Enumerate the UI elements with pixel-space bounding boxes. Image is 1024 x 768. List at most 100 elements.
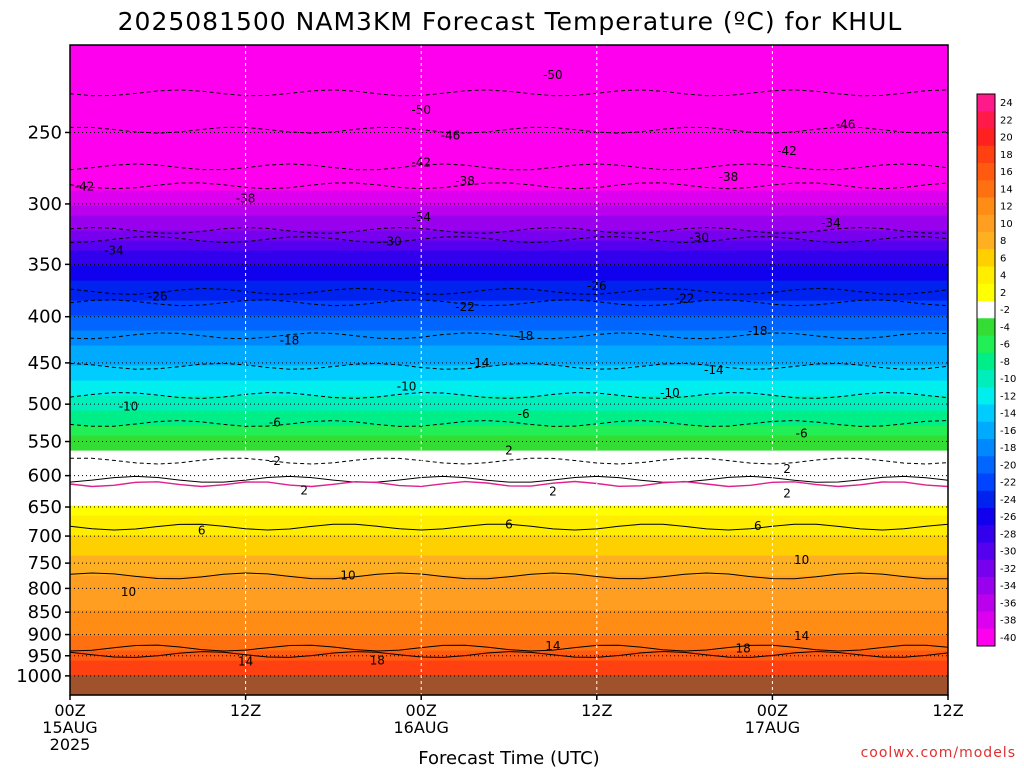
temperature-band	[70, 595, 948, 601]
temperature-band	[70, 295, 948, 301]
temperature-band	[70, 270, 948, 276]
x-tick-label: 12Z	[230, 701, 261, 720]
temperature-band	[70, 440, 948, 446]
contour-label: 2	[505, 444, 513, 458]
temperature-band	[70, 540, 948, 546]
temperature-band	[70, 50, 948, 56]
temperature-band	[70, 260, 948, 266]
y-tick-label: 800	[28, 578, 62, 599]
temperature-band	[70, 395, 948, 401]
temperature-band	[70, 560, 948, 566]
temperature-band	[70, 530, 948, 536]
colorbar-swatch	[977, 197, 995, 216]
temperature-band	[70, 505, 948, 511]
contour-label: -18	[514, 329, 534, 343]
temperature-band	[70, 615, 948, 621]
temperature-band	[70, 175, 948, 181]
temperature-band	[70, 490, 948, 496]
contour-label: 14	[238, 655, 253, 669]
contour-label: -50	[411, 103, 431, 117]
temperature-band	[70, 555, 948, 561]
colorbar-swatch	[977, 421, 995, 440]
x-tick-label: 17AUG	[745, 718, 800, 737]
temperature-band	[70, 565, 948, 571]
temperature-band	[70, 660, 948, 666]
colorbar-swatch	[977, 473, 995, 492]
x-tick-label: 12Z	[932, 701, 963, 720]
temperature-band	[70, 465, 948, 471]
axes: 2503003504004505005506006507007508008509…	[16, 44, 964, 754]
colorbar-label: 8	[1000, 236, 1006, 247]
colorbar-swatch	[977, 352, 995, 371]
y-tick-label: 900	[28, 625, 62, 646]
colorbar-label: -28	[1000, 529, 1016, 540]
temperature-band	[70, 190, 948, 196]
contour-label: -38	[236, 192, 256, 206]
y-tick-label: 850	[28, 602, 62, 623]
contour-label: -42	[411, 156, 431, 170]
temperature-band	[70, 475, 948, 481]
temperature-band	[70, 240, 948, 246]
colorbar-label: 14	[1000, 184, 1013, 195]
temperature-band	[70, 55, 948, 61]
colorbar-label: -18	[1000, 443, 1016, 454]
colorbar-label: -34	[1000, 581, 1016, 592]
colorbar-swatch	[977, 232, 995, 250]
temperature-band	[70, 480, 948, 486]
colorbar-label: -10	[1000, 374, 1016, 385]
temperature-band	[70, 585, 948, 591]
temperature-band	[70, 435, 948, 441]
temperature-band	[70, 300, 948, 306]
temperature-band	[70, 180, 948, 186]
temperature-band	[70, 425, 948, 431]
colorbar-swatch	[977, 577, 995, 595]
colorbar-swatch	[977, 318, 995, 336]
y-tick-label: 650	[28, 497, 62, 518]
temperature-band	[70, 550, 948, 556]
colorbar-swatch	[977, 128, 995, 147]
colorbar-label: -26	[1000, 512, 1016, 523]
x-tick-label: 00Z	[406, 701, 437, 720]
temperature-band	[70, 420, 948, 426]
contour-label: 14	[794, 629, 809, 643]
isotherm-line	[69, 475, 949, 483]
temperature-band	[70, 280, 948, 286]
temperature-band	[70, 605, 948, 611]
y-tick-label: 1000	[16, 666, 62, 687]
temperature-band	[70, 495, 948, 501]
temperature-band	[70, 325, 948, 331]
temperature-band	[70, 390, 948, 396]
temperature-band	[70, 160, 948, 166]
x-tick-label: 00Z	[757, 701, 788, 720]
y-tick-label: 750	[28, 553, 62, 574]
colorbar-label: -38	[1000, 616, 1016, 627]
temperature-band	[70, 185, 948, 191]
contour-label: -34	[411, 210, 431, 224]
temperature-band	[70, 305, 948, 311]
colorbar-label: 4	[1000, 271, 1006, 282]
temperature-band	[70, 335, 948, 341]
temperature-band	[70, 500, 948, 506]
colorbar-label: -36	[1000, 598, 1016, 609]
contour-label: -2	[269, 454, 281, 468]
y-tick-label: 500	[28, 394, 62, 415]
colorbar-swatch	[977, 163, 995, 181]
temperature-band	[70, 225, 948, 231]
temperature-band	[70, 640, 948, 646]
y-tick-label: 250	[28, 122, 62, 143]
colorbar-label: -14	[1000, 409, 1016, 420]
temperature-band	[70, 195, 948, 201]
contour-label: -38	[719, 170, 739, 184]
temperature-band	[70, 590, 948, 596]
temperature-band	[70, 45, 948, 51]
contour-label: -30	[689, 231, 709, 245]
temperature-band	[70, 375, 948, 381]
temperature-band	[70, 380, 948, 386]
contour-label: -30	[382, 234, 402, 248]
chart-title: 2025081500 NAM3KM Forecast Temperature (…	[118, 7, 903, 36]
contour-label: -34	[821, 216, 841, 230]
temperature-band	[70, 95, 948, 101]
temperature-band	[70, 165, 948, 171]
temperature-band	[70, 650, 948, 656]
colorbar-label: -22	[1000, 478, 1016, 489]
